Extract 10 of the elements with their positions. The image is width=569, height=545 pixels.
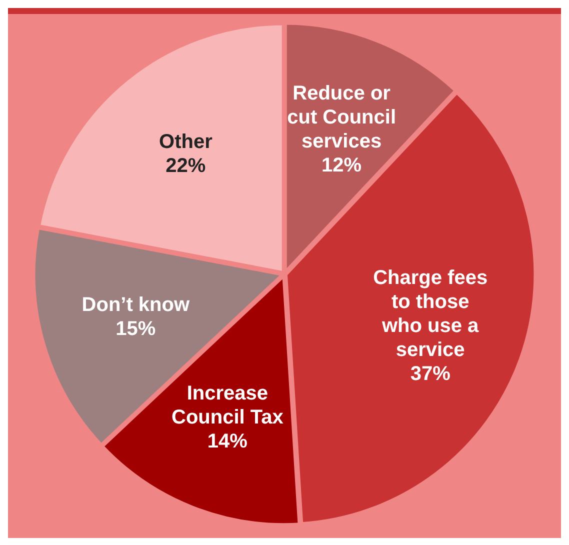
slice-label: Reduce or cut Council services — [287, 82, 396, 152]
data-label: 22% — [166, 155, 206, 178]
data-label: 12% — [322, 154, 362, 176]
slice-label: Other — [159, 131, 213, 154]
slice-label: Charge fees to those who use a service — [373, 267, 488, 362]
data-label: 14% — [207, 430, 248, 453]
data-label: 15% — [116, 318, 156, 340]
slice-label: Increase Council Tax — [172, 382, 284, 429]
slice-label: Don’t know — [82, 294, 190, 316]
data-label: 37% — [410, 363, 451, 386]
